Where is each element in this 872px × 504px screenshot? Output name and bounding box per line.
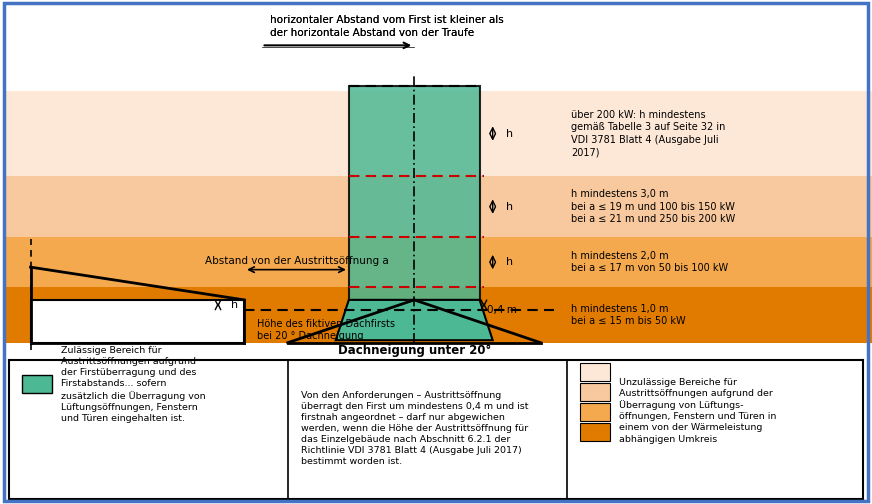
Text: Abstand von der Austrittsöffnung a: Abstand von der Austrittsöffnung a <box>205 256 388 266</box>
Bar <box>4 287 554 343</box>
Bar <box>4 176 554 237</box>
Bar <box>580 423 610 441</box>
Text: h mindestens 3,0 m
bei a ≤ 19 m und 100 bis 150 kW
bei a ≤ 21 m und 250 bis 200 : h mindestens 3,0 m bei a ≤ 19 m und 100 … <box>571 189 735 224</box>
Text: Von den Anforderungen – Austrittsöffnung
überragt den First um mindestens 0,4 m : Von den Anforderungen – Austrittsöffnung… <box>301 391 528 466</box>
Text: Dachneigung unter 20°: Dachneigung unter 20° <box>337 344 491 357</box>
Text: h: h <box>506 129 513 139</box>
Polygon shape <box>336 300 493 340</box>
Text: h: h <box>506 202 513 212</box>
Text: horizontaler Abstand vom First ist kleiner als
der horizontale Abstand von der T: horizontaler Abstand vom First ist klein… <box>270 16 504 38</box>
Bar <box>554 176 872 237</box>
Text: h mindestens 1,0 m
bei a ≤ 15 m bis 50 kW: h mindestens 1,0 m bei a ≤ 15 m bis 50 k… <box>571 304 685 326</box>
Bar <box>580 403 610 421</box>
Bar <box>22 375 52 393</box>
Text: Unzulässige Bereiche für
Austrittsöffnungen aufgrund der
Überragung von Lüftungs: Unzulässige Bereiche für Austrittsöffnun… <box>619 378 776 444</box>
Text: über 200 kW: h mindestens
gemäß Tabelle 3 auf Seite 32 in
VDI 3781 Blatt 4 (Ausg: über 200 kW: h mindestens gemäß Tabelle … <box>571 110 726 157</box>
Text: h: h <box>231 300 238 310</box>
Bar <box>554 287 872 343</box>
Text: horizontaler Abstand vom First ist kleiner als
der horizontale Abstand von der T: horizontaler Abstand vom First ist klein… <box>270 16 504 38</box>
Bar <box>4 237 554 287</box>
Bar <box>349 86 480 300</box>
Text: h: h <box>506 257 513 267</box>
Bar <box>554 91 872 176</box>
Bar <box>31 300 244 343</box>
Bar <box>554 237 872 287</box>
Text: Zulässige Bereich für
Austrittsöffnungen aufgrund
der Firstüberragung und des
Fi: Zulässige Bereich für Austrittsöffnungen… <box>61 346 206 423</box>
Bar <box>580 363 610 381</box>
Text: 0,4 m: 0,4 m <box>487 305 516 315</box>
Text: h mindestens 2,0 m
bei a ≤ 17 m von 50 bis 100 kW: h mindestens 2,0 m bei a ≤ 17 m von 50 b… <box>571 251 728 273</box>
Text: Höhe des fiktiven Dachfirsts
bei 20 ° Dachneigung: Höhe des fiktiven Dachfirsts bei 20 ° Da… <box>257 319 395 341</box>
Bar <box>580 383 610 401</box>
Bar <box>0 0 872 91</box>
Bar <box>4 91 554 176</box>
